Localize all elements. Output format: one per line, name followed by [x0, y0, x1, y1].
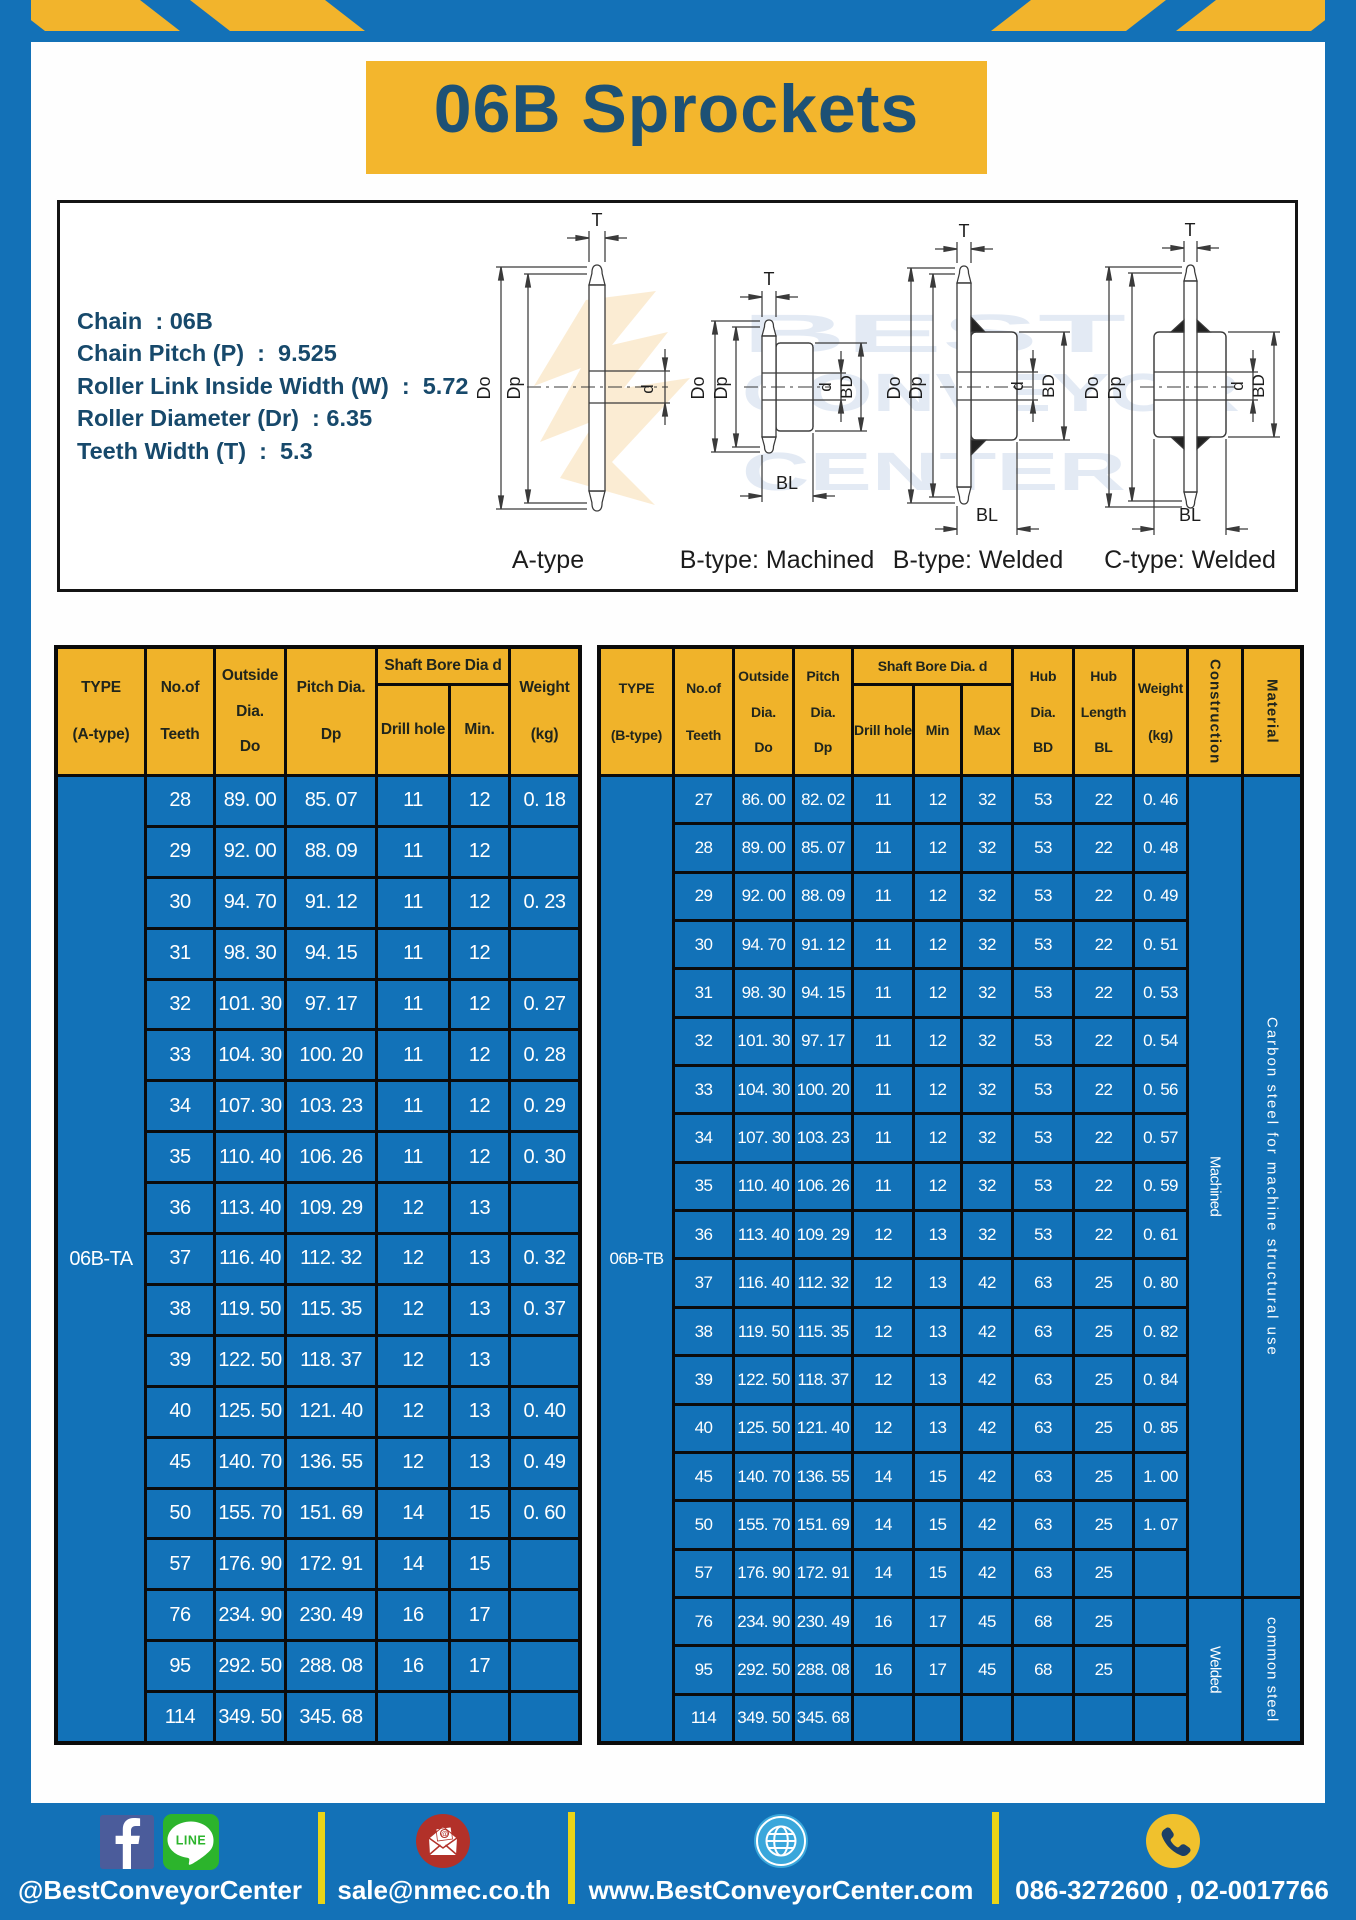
svg-text:B-type: Welded: B-type: Welded: [893, 546, 1063, 574]
svg-text:BD: BD: [837, 375, 856, 399]
svg-text:Do: Do: [688, 376, 708, 399]
svg-text:Dp: Dp: [1105, 376, 1125, 399]
svg-text:B-type: Machined: B-type: Machined: [680, 546, 875, 574]
svg-text:Do: Do: [1082, 376, 1102, 399]
svg-text:BL: BL: [1179, 505, 1201, 525]
svg-text:Dp: Dp: [906, 376, 926, 399]
svg-text:BD: BD: [1249, 374, 1268, 398]
svg-text:C-type: Welded: C-type: Welded: [1104, 546, 1276, 574]
svg-text:T: T: [764, 269, 775, 289]
svg-text:d: d: [816, 382, 835, 391]
svg-text:A-type: A-type: [512, 546, 584, 574]
svg-text:d: d: [1008, 381, 1027, 390]
svg-text:Do: Do: [474, 376, 494, 399]
svg-text:d: d: [638, 384, 657, 393]
svg-text:@: @: [441, 1831, 448, 1838]
svg-text:Do: Do: [884, 376, 904, 399]
svg-text:T: T: [592, 210, 603, 230]
svg-text:d: d: [1228, 381, 1247, 390]
svg-text:BD: BD: [1039, 374, 1058, 398]
svg-text:Dp: Dp: [711, 376, 731, 399]
svg-text:T: T: [959, 221, 970, 241]
svg-text:LINE: LINE: [176, 1834, 206, 1848]
svg-text:T: T: [1185, 220, 1196, 240]
svg-text:Dp: Dp: [504, 376, 524, 399]
svg-text:BL: BL: [976, 505, 998, 525]
svg-text:BL: BL: [776, 473, 798, 493]
